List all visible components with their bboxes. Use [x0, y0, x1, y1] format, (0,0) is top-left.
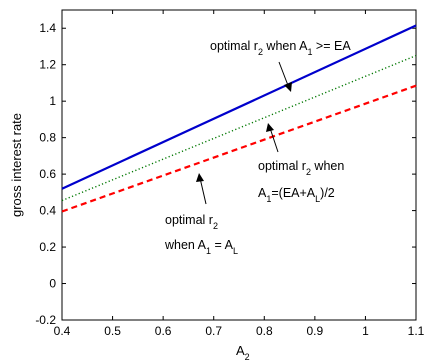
x-tick-label: 0.6: [155, 324, 172, 338]
axis-ticks: 0.4 0.5 0.6 0.7 0.8 0.9 1 1.1 -0.2 0 0.2 0.4 0.6 0.8 1…: [35, 10, 425, 338]
y-tick-label: 0.2: [39, 240, 56, 254]
annotation-high-text: optimal r2 when A1 >= EA: [210, 39, 351, 57]
annotation-mid-line2: A1=(EA+AL)/2: [258, 186, 335, 204]
plot-frame: [61, 9, 417, 321]
annotation-low-arrowhead: [196, 173, 204, 182]
y-tick-label: 0: [49, 277, 56, 291]
annotation-low-line2: when A1 = AL: [164, 238, 238, 256]
y-tick-label: -0.2: [35, 313, 56, 327]
x-tick-label: 0.9: [307, 324, 324, 338]
x-tick-label: 0.4: [54, 324, 71, 338]
annotation-low-line1: optimal r2: [165, 213, 218, 231]
annotation-mid-line1: optimal r2 when: [258, 159, 344, 177]
annotation-mid-arrowhead: [266, 123, 274, 132]
x-axis-label-sub: 2: [245, 352, 250, 362]
x-tick-label: 0.5: [104, 324, 121, 338]
y-tick-label: 1: [49, 94, 56, 108]
annotation-high: optimal r2 when A1 >= EA: [210, 39, 351, 92]
y-tick-label: 0.4: [39, 204, 56, 218]
series-line-low: [61, 84, 417, 213]
x-tick-label: 1: [362, 324, 369, 338]
y-tick-label: 1.4: [39, 21, 56, 35]
y-tick-label: 1.2: [39, 58, 56, 72]
annotation-low-arrow: [199, 177, 207, 205]
x-axis-label: A2: [236, 343, 250, 362]
plot-area: [61, 9, 417, 321]
annotation-high-arrow: [278, 61, 290, 89]
x-axis-label-main: A: [236, 343, 245, 358]
y-axis-label: gross interest rate: [9, 113, 24, 217]
annotation-high-arrowhead: [284, 82, 292, 92]
series-lines: [61, 24, 417, 213]
x-tick-label: 1.1: [408, 324, 425, 338]
annotation-mid-arrow: [269, 127, 279, 153]
series-line-high: [61, 24, 417, 190]
series-line-mid: [61, 54, 417, 202]
y-tick-label: 0.8: [39, 131, 56, 145]
annotation-low: optimal r2 when A1 = AL: [164, 173, 238, 256]
x-tick-label: 0.7: [205, 324, 222, 338]
y-tick-label: 0.6: [39, 167, 56, 181]
annotation-mid: optimal r2 when A1=(EA+AL)/2: [258, 123, 344, 204]
x-tick-label: 0.8: [256, 324, 273, 338]
